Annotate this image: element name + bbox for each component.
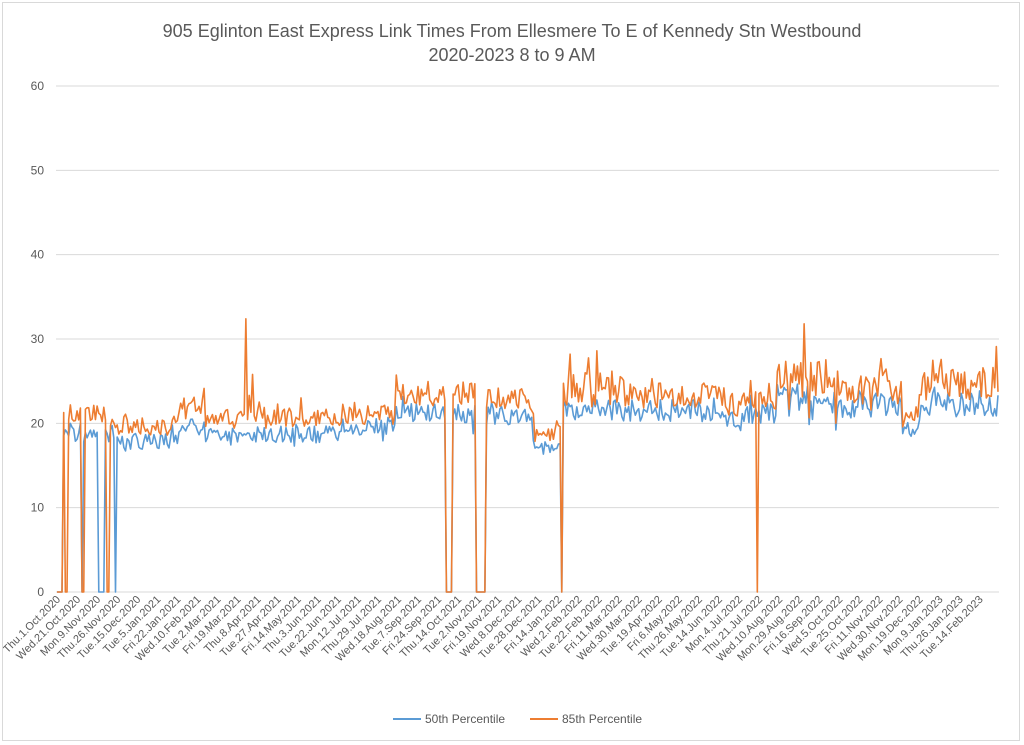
legend: 50th Percentile 85th Percentile [393, 712, 642, 726]
y-tick-label: 40 [31, 248, 45, 262]
y-tick-label: 0 [37, 585, 44, 599]
x-axis-ticks: Thu.1.Oct.2020Wed.21.Oct.2020Mon.9.Nov.2… [3, 594, 986, 665]
chart-title-line1: 905 Eglinton East Express Link Times Fro… [163, 21, 862, 41]
chart-title-line2: 2020-2023 8 to 9 AM [428, 45, 595, 65]
series-lines [57, 317, 999, 593]
y-tick-label: 30 [31, 332, 45, 346]
y-tick-label: 50 [31, 163, 45, 177]
y-tick-label: 10 [31, 501, 45, 515]
chart-svg: 905 Eglinton East Express Link Times Fro… [3, 21, 999, 726]
legend-label-50th: 50th Percentile [425, 712, 505, 726]
series-line-50th-percentile [57, 383, 999, 593]
gridlines [56, 85, 999, 593]
y-axis-ticks: 0 10 20 30 40 50 60 [31, 79, 45, 599]
series-line-85th-percentile [57, 317, 999, 593]
y-tick-label: 60 [31, 79, 45, 93]
y-tick-label: 20 [31, 416, 45, 430]
legend-label-85th: 85th Percentile [562, 712, 642, 726]
